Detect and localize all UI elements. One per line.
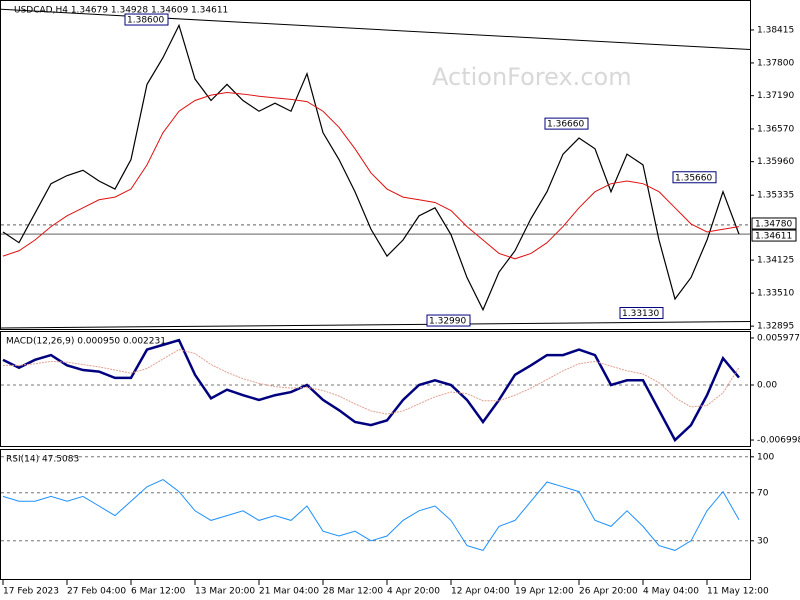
series-line — [2, 91, 740, 260]
rsi-panel — [0, 449, 751, 580]
x-tick-label: 13 Mar 20:00 — [195, 587, 255, 597]
series-line — [3, 349, 740, 415]
price-label: 1.34611 — [755, 232, 792, 242]
x-tick-label: 19 Apr 12:00 — [515, 587, 574, 597]
watermark: ActionForex.com — [432, 63, 632, 91]
annotation: 1.36660 — [547, 120, 584, 130]
y-tick-label: 1.38415 — [757, 25, 794, 35]
y-tick-label: 1.36570 — [757, 124, 794, 134]
y-tick-label: 1.33510 — [757, 289, 794, 299]
annotation: 1.35660 — [675, 173, 712, 183]
annotation-box — [124, 13, 169, 26]
macd-title: MACD(12,26,9) 0.000950 0.002231 — [6, 337, 166, 347]
x-tick-label: 4 Apr 20:00 — [387, 587, 440, 597]
annotation-box — [426, 314, 471, 327]
annotation-box — [619, 307, 664, 320]
rsi-title: RSI(14) 47.5083 — [6, 455, 79, 465]
annotation-box — [544, 117, 589, 130]
price-panel — [0, 0, 751, 330]
annotation: 1.32990 — [429, 317, 466, 327]
x-tick-label: 4 May 04:00 — [643, 587, 699, 597]
y-tick-label: 1.37190 — [757, 91, 794, 101]
y-tick-label: 1.35960 — [757, 157, 794, 167]
y-tick-label: 30 — [757, 536, 769, 546]
annotation: 1.38600 — [127, 16, 164, 26]
x-tick-label: 11 May 12:00 — [707, 587, 769, 597]
price-label: 1.34780 — [755, 219, 792, 229]
y-tick-label: 0.005977 — [757, 333, 800, 343]
y-tick-label: -0.006998 — [757, 436, 800, 446]
annotation-box — [672, 171, 717, 184]
price-label-box — [751, 217, 797, 230]
x-tick-label: 17 Feb 2023 — [3, 587, 59, 597]
series-line — [2, 479, 740, 551]
x-tick-label: 28 Mar 12:00 — [323, 587, 383, 597]
trendline — [0, 8, 751, 51]
y-tick-label: 100 — [757, 452, 774, 462]
y-tick-label: 1.35335 — [757, 191, 794, 201]
macd-panel — [0, 331, 751, 447]
chart-title: USDCAD,H4 1.34679 1.34928 1.34609 1.3461… — [14, 6, 228, 16]
y-tick-label: 1.37800 — [757, 58, 794, 68]
y-tick-label: 70 — [757, 488, 769, 498]
y-tick-label: 0.00 — [757, 380, 777, 390]
price-label-box — [751, 229, 797, 242]
series-line — [2, 338, 740, 443]
y-tick-label: 1.34125 — [757, 256, 794, 266]
y-tick-label: 1.32895 — [757, 322, 794, 332]
x-tick-label: 27 Feb 04:00 — [67, 587, 126, 597]
x-tick-label: 6 Mar 12:00 — [131, 587, 186, 597]
trendline — [0, 321, 751, 329]
x-tick-label: 12 Apr 04:00 — [451, 587, 510, 597]
series-line — [2, 23, 740, 312]
x-tick-label: 21 Mar 04:00 — [259, 587, 319, 597]
x-tick-label: 26 Apr 20:00 — [579, 587, 638, 597]
annotation: 1.33130 — [622, 309, 659, 319]
